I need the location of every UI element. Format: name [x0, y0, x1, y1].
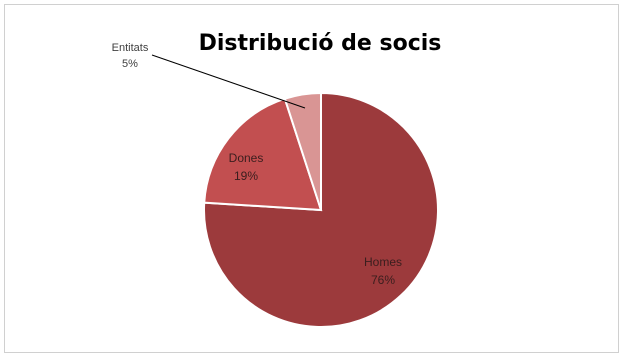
slice-value-dones: 19% [234, 169, 258, 183]
chart-title: Distribució de socis [199, 31, 442, 56]
slice-label-entitats: Entitats [112, 42, 149, 54]
pie-slices [203, 91, 439, 328]
slice-label-homes: Homes [364, 255, 402, 269]
entitats-leader-line [151, 54, 306, 109]
slice-label-dones: Dones [229, 151, 264, 165]
pie-slice-entitats [283, 91, 322, 211]
slice-value-homes: 76% [371, 273, 395, 287]
slice-value-entitats: 5% [122, 58, 138, 70]
pie-slice-dones [203, 97, 323, 212]
pie-slice-homes [203, 91, 439, 328]
